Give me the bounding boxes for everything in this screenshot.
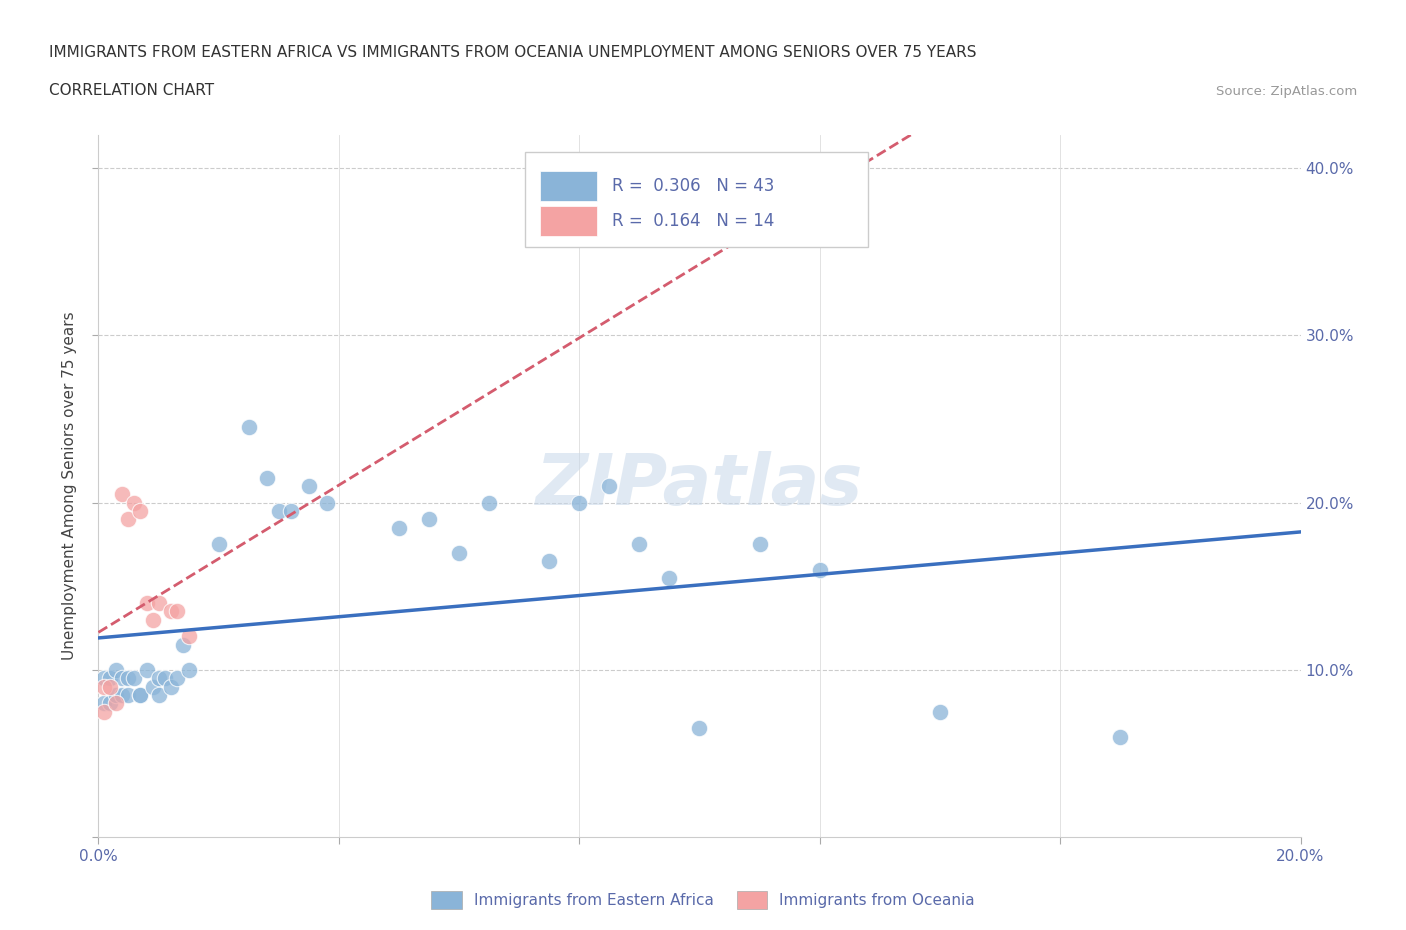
Point bbox=[135, 595, 157, 610]
Point bbox=[172, 637, 194, 652]
Point bbox=[135, 662, 157, 677]
Point bbox=[177, 629, 200, 644]
Point bbox=[689, 721, 711, 736]
Point bbox=[238, 420, 260, 435]
Point bbox=[100, 696, 122, 711]
Point bbox=[166, 604, 188, 618]
Point bbox=[658, 570, 681, 585]
Point bbox=[418, 512, 440, 526]
Point bbox=[166, 671, 188, 685]
Bar bbox=[540, 206, 598, 236]
Point bbox=[124, 495, 146, 510]
Point bbox=[129, 503, 152, 518]
Point bbox=[105, 662, 128, 677]
Text: R =  0.164   N = 14: R = 0.164 N = 14 bbox=[612, 212, 775, 231]
Point bbox=[100, 671, 122, 685]
Text: ZIPatlas: ZIPatlas bbox=[536, 451, 863, 521]
Point bbox=[141, 612, 163, 627]
Point bbox=[1109, 729, 1132, 744]
Text: Source: ZipAtlas.com: Source: ZipAtlas.com bbox=[1216, 85, 1357, 98]
Point bbox=[129, 687, 152, 702]
Point bbox=[111, 486, 134, 501]
Point bbox=[153, 671, 176, 685]
Point bbox=[478, 495, 501, 510]
Point bbox=[105, 696, 128, 711]
Point bbox=[808, 562, 831, 577]
Point bbox=[177, 662, 200, 677]
Point bbox=[256, 471, 278, 485]
Point bbox=[124, 671, 146, 685]
Point bbox=[117, 671, 139, 685]
Text: IMMIGRANTS FROM EASTERN AFRICA VS IMMIGRANTS FROM OCEANIA UNEMPLOYMENT AMONG SEN: IMMIGRANTS FROM EASTERN AFRICA VS IMMIGR… bbox=[49, 46, 977, 60]
Point bbox=[111, 671, 134, 685]
Point bbox=[280, 503, 302, 518]
Point bbox=[929, 704, 952, 719]
Point bbox=[159, 604, 181, 618]
Point bbox=[93, 704, 115, 719]
Point bbox=[388, 520, 411, 535]
Point bbox=[538, 553, 561, 568]
FancyBboxPatch shape bbox=[526, 153, 868, 247]
Point bbox=[598, 479, 620, 494]
Point bbox=[748, 537, 770, 551]
Point bbox=[298, 479, 321, 494]
Point bbox=[93, 671, 115, 685]
Legend: Immigrants from Eastern Africa, Immigrants from Oceania: Immigrants from Eastern Africa, Immigran… bbox=[425, 885, 981, 915]
Point bbox=[93, 679, 115, 694]
Y-axis label: Unemployment Among Seniors over 75 years: Unemployment Among Seniors over 75 years bbox=[62, 312, 77, 660]
Bar bbox=[540, 171, 598, 201]
Point bbox=[105, 687, 128, 702]
Point bbox=[568, 495, 591, 510]
Point bbox=[117, 512, 139, 526]
Point bbox=[141, 679, 163, 694]
Point bbox=[117, 687, 139, 702]
Point bbox=[315, 495, 337, 510]
Point bbox=[148, 671, 170, 685]
Point bbox=[208, 537, 231, 551]
Text: CORRELATION CHART: CORRELATION CHART bbox=[49, 83, 214, 98]
Point bbox=[129, 687, 152, 702]
Point bbox=[159, 679, 181, 694]
Point bbox=[93, 696, 115, 711]
Point bbox=[628, 537, 651, 551]
Point bbox=[148, 687, 170, 702]
Text: R =  0.306   N = 43: R = 0.306 N = 43 bbox=[612, 177, 775, 195]
Point bbox=[100, 679, 122, 694]
Point bbox=[447, 545, 470, 560]
Point bbox=[148, 595, 170, 610]
Point bbox=[111, 687, 134, 702]
Point bbox=[267, 503, 290, 518]
